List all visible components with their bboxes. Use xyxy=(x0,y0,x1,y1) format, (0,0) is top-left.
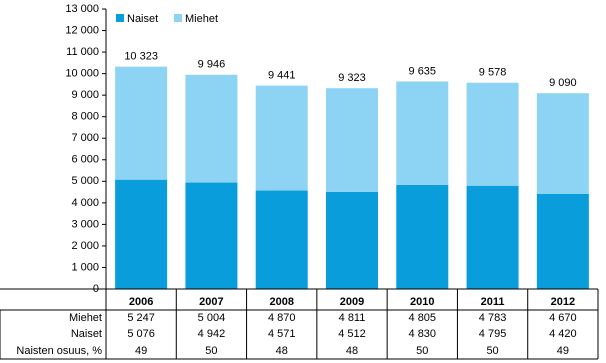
y-tick-label: 13 000 xyxy=(65,3,99,15)
table-cell: 4 571 xyxy=(268,328,296,340)
total-label: 9 323 xyxy=(338,72,366,84)
table-cell: 48 xyxy=(276,345,288,357)
table-cell: 49 xyxy=(135,345,147,357)
table-cell: 50 xyxy=(416,345,428,357)
table-cell: 4 420 xyxy=(549,328,577,340)
x-tick-label: 2011 xyxy=(481,296,505,308)
bar-segment xyxy=(115,179,168,289)
bar-segment xyxy=(185,182,238,289)
table-cell: 4 942 xyxy=(198,328,226,340)
y-tick-label: 4 000 xyxy=(71,197,99,209)
table-cell: 5 076 xyxy=(127,328,155,340)
bar-segment xyxy=(466,185,519,289)
bar-segment xyxy=(536,93,589,194)
row-label: Miehet xyxy=(69,312,102,324)
legend-label: Miehet xyxy=(185,13,218,25)
table-cell: 5 004 xyxy=(198,312,226,324)
table-cell: 4 512 xyxy=(338,328,366,340)
total-label: 9 441 xyxy=(268,70,296,82)
table-cell: 4 670 xyxy=(549,312,577,324)
y-tick-label: 12 000 xyxy=(65,24,99,36)
table-cell: 4 830 xyxy=(409,328,437,340)
row-label: Naiset xyxy=(71,328,102,340)
table-cell: 50 xyxy=(205,345,217,357)
table-cell: 4 795 xyxy=(479,328,507,340)
bar-segment xyxy=(185,74,238,183)
row-label: Naisten osuus, % xyxy=(16,345,102,357)
y-tick-label: 3 000 xyxy=(71,218,99,230)
bar-segment xyxy=(115,66,168,180)
bar-segment xyxy=(396,184,449,289)
table-cell: 5 247 xyxy=(127,312,155,324)
total-label: 10 323 xyxy=(124,51,158,63)
y-tick-label: 10 000 xyxy=(65,68,99,80)
y-tick-label: 2 000 xyxy=(71,240,99,252)
y-tick-label: 6 000 xyxy=(71,154,99,166)
table-cell: 4 783 xyxy=(479,312,507,324)
legend-label: Naiset xyxy=(127,13,158,25)
legend-swatch xyxy=(174,14,182,22)
x-tick-label: 2006 xyxy=(129,296,153,308)
y-tick-label: 11 000 xyxy=(66,46,99,58)
table-cell: 50 xyxy=(486,345,498,357)
x-tick-label: 2012 xyxy=(551,296,575,308)
bar-segment xyxy=(255,85,308,191)
bar-segment xyxy=(325,88,379,192)
total-label: 9 090 xyxy=(549,77,577,89)
table-cell: 49 xyxy=(557,345,569,357)
x-tick-label: 2009 xyxy=(340,296,364,308)
y-tick-label: 8 000 xyxy=(71,111,99,123)
y-tick-label: 1 000 xyxy=(71,261,99,273)
table-cell: 4 870 xyxy=(268,312,296,324)
y-tick-label: 7 000 xyxy=(71,132,99,144)
bar-segment xyxy=(325,191,379,289)
table-cell: 48 xyxy=(346,345,358,357)
legend-swatch xyxy=(116,14,124,22)
x-tick-label: 2010 xyxy=(410,296,434,308)
x-tick-label: 2007 xyxy=(199,296,223,308)
table-cell: 4 805 xyxy=(409,312,437,324)
bar-segment xyxy=(396,81,449,185)
bar-segment xyxy=(255,190,308,289)
total-label: 9 946 xyxy=(198,59,226,71)
bar-segment xyxy=(466,82,519,186)
bar-segment xyxy=(536,193,589,289)
total-label: 9 578 xyxy=(479,67,507,79)
y-tick-label: 5 000 xyxy=(71,175,99,187)
table-cell: 4 811 xyxy=(339,312,366,324)
total-label: 9 635 xyxy=(409,65,437,77)
y-tick-label: 9 000 xyxy=(71,89,99,101)
x-tick-label: 2008 xyxy=(269,296,293,308)
